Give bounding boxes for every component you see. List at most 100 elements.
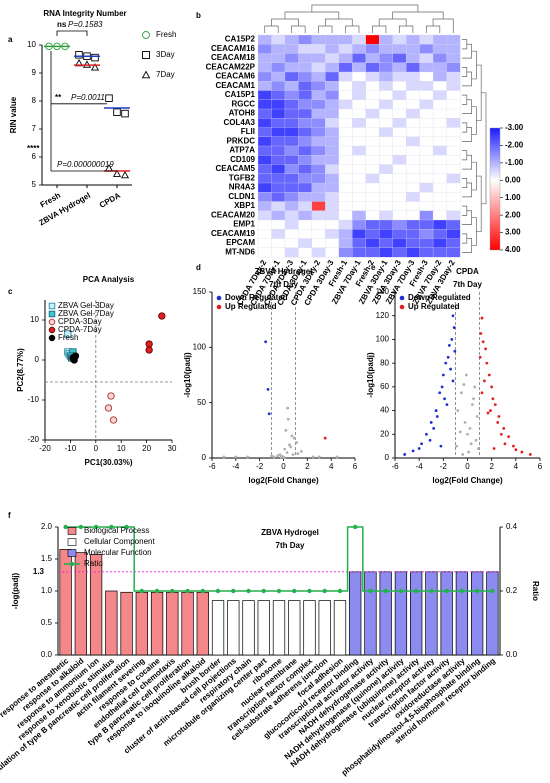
- dendrogram: [264, 25, 279, 33]
- dendrogram: [462, 67, 468, 77]
- bar: [470, 571, 484, 656]
- row-label: TGFB2: [229, 173, 256, 182]
- heatmap-cell: [298, 229, 313, 239]
- point: [107, 392, 115, 400]
- heatmap-cell: [325, 155, 340, 165]
- heatmap-cell: [257, 136, 272, 147]
- legend-label: Molecular Function: [84, 548, 152, 557]
- heatmap-cell: [446, 201, 461, 212]
- point: [461, 453, 465, 456]
- heatmap-cell: [405, 164, 420, 175]
- heatmap-cell: [271, 108, 286, 119]
- heatmap-cell: [432, 108, 447, 119]
- y-tick-label: 0: [35, 355, 40, 364]
- heatmap-cell: [284, 192, 299, 202]
- x-tick-label: 0: [465, 462, 470, 471]
- heatmap-cell: [352, 247, 367, 258]
- point: [528, 453, 532, 456]
- heatmap-cell: [392, 145, 407, 156]
- heatmap-cell: [365, 136, 380, 147]
- heatmap-cell: [284, 155, 299, 165]
- x-tick-label: 20: [142, 444, 151, 453]
- heatmap-cell: [392, 53, 407, 64]
- bar: [272, 600, 286, 656]
- bar: [211, 600, 225, 656]
- heatmap-cell: [311, 136, 326, 147]
- heatmap-cell: [284, 62, 299, 73]
- heatmap-cell: [325, 219, 340, 230]
- panel-label: f: [8, 511, 11, 520]
- heatmap-cell: [338, 182, 353, 193]
- heatmap-cell: [284, 90, 299, 101]
- heatmap-cell: [257, 173, 272, 184]
- row-label: CEACAM20: [211, 210, 256, 219]
- point: [109, 416, 118, 424]
- y-axis-label: -log10(padj): [366, 352, 375, 398]
- point: [435, 415, 439, 418]
- heatmap-cell: [379, 145, 394, 156]
- point: [456, 409, 460, 412]
- point: [507, 435, 510, 439]
- heatmap-cell: [311, 164, 326, 175]
- point: [284, 428, 288, 432]
- colorbar-tick-label: 1.00: [505, 193, 521, 202]
- heatmap-cell: [298, 173, 313, 184]
- heatmap-cell: [325, 99, 340, 110]
- heatmap-cell: [338, 81, 353, 91]
- row-label: CA15P2: [225, 35, 256, 44]
- heatmap-cell: [352, 164, 367, 175]
- heatmap-cell: [352, 118, 367, 128]
- bar: [349, 571, 362, 656]
- heatmap-cell: [325, 90, 340, 101]
- ratio-point: [398, 588, 404, 594]
- heatmap-cell: [365, 192, 380, 202]
- point: [295, 441, 299, 444]
- heatmap-cell: [446, 145, 461, 156]
- heatmap-cell: [298, 81, 313, 91]
- heatmap-cell: [311, 201, 326, 212]
- heatmap-cell: [405, 71, 420, 82]
- heatmap-cell: [311, 247, 326, 258]
- point: [478, 355, 482, 359]
- point: [48, 302, 56, 310]
- heatmap-cell: [432, 155, 447, 165]
- heatmap-cell: [405, 118, 420, 128]
- chart-title: PCA Analysis: [83, 275, 135, 284]
- point: [447, 343, 451, 347]
- heatmap-cell: [284, 136, 299, 147]
- y-tick-label: 20: [380, 429, 389, 438]
- heatmap-cell: [284, 99, 299, 110]
- heatmap-cell: [392, 210, 407, 221]
- point: [487, 373, 491, 377]
- heatmap-cell: [405, 229, 420, 239]
- point: [142, 51, 150, 59]
- heatmap-cell: [405, 90, 420, 101]
- y-tick-label: 0: [202, 453, 207, 462]
- dendrogram: [471, 50, 477, 80]
- heatmap-cell: [446, 90, 461, 101]
- colorbar: [489, 127, 501, 251]
- point: [70, 356, 78, 364]
- heatmap-cell: [405, 182, 420, 193]
- heatmap-cell: [379, 229, 394, 239]
- point: [455, 444, 459, 448]
- y-tick-label: 140: [376, 287, 390, 296]
- heatmap-cell: [365, 173, 380, 184]
- y-tick-label: 100: [193, 342, 207, 351]
- point: [467, 450, 471, 454]
- point: [466, 432, 469, 436]
- heatmap-cell: [352, 219, 367, 230]
- legend-label: Up Regulated: [408, 302, 460, 311]
- heatmap-cell: [365, 34, 380, 45]
- heatmap-cell: [379, 118, 394, 128]
- heatmap-cell: [419, 155, 434, 165]
- heatmap-cell: [257, 238, 272, 249]
- y-tick-label: 10: [27, 40, 36, 49]
- heatmap-cell: [419, 127, 434, 138]
- heatmap-cell: [298, 192, 313, 202]
- row-label: CEACAM22P: [206, 62, 256, 71]
- heatmap-cell: [311, 192, 326, 202]
- x-tick-label: -6: [208, 462, 216, 471]
- heatmap-cell: [257, 192, 272, 202]
- dendrogram: [345, 25, 360, 33]
